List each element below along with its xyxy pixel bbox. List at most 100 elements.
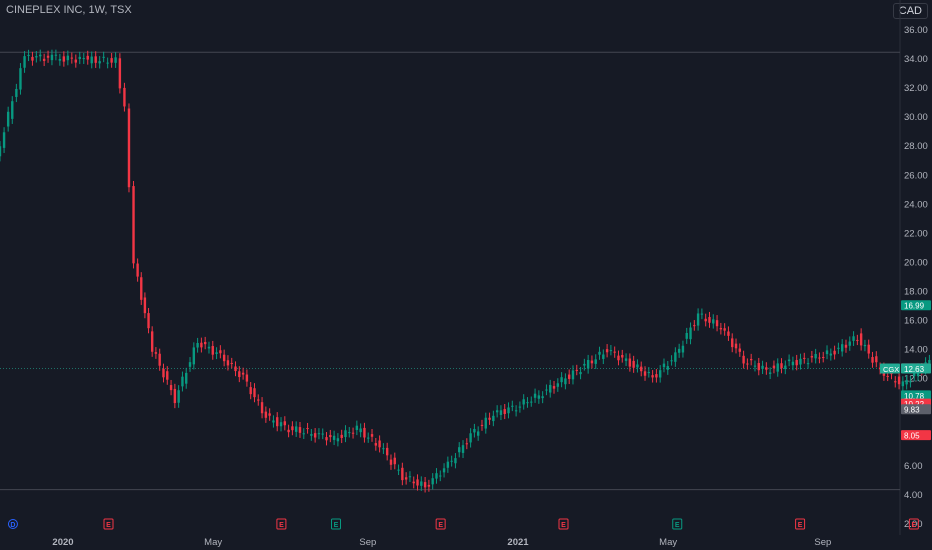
candle-body (522, 399, 525, 405)
candle-body (367, 437, 370, 439)
y-tick-label: 26.00 (904, 170, 928, 181)
earnings-marker (672, 518, 683, 530)
candle-body (685, 332, 688, 339)
candle-body (207, 346, 211, 349)
candle-body (757, 363, 760, 371)
candle-body (238, 371, 241, 378)
candle-body (344, 430, 347, 438)
candle-body (35, 56, 38, 58)
y-tick-label: 24.00 (904, 199, 928, 210)
candle-body (166, 371, 169, 380)
candle-body (313, 433, 317, 438)
candle-body (530, 401, 533, 403)
y-tick-label: 30.00 (904, 112, 928, 123)
event-label: E (561, 522, 566, 529)
event-label: E (675, 522, 680, 529)
candle-body (632, 360, 635, 368)
y-tick-label: 18.00 (904, 287, 928, 298)
candle-body (325, 437, 328, 441)
candle-body (575, 369, 578, 371)
candle-body (537, 395, 541, 399)
candle-body (772, 365, 776, 369)
candle-body (27, 54, 30, 56)
candle-body (894, 381, 897, 383)
currency-badge[interactable]: CAD (892, 3, 928, 19)
price-label-box (901, 300, 931, 311)
candle-body (753, 365, 757, 367)
candle-body (219, 350, 222, 354)
candle-body (0, 146, 2, 157)
earnings-marker (331, 518, 341, 530)
candle-body (734, 343, 738, 349)
candle-body (302, 433, 305, 435)
event-label: E (106, 522, 111, 529)
candle-body (272, 420, 275, 423)
candle-body (647, 372, 651, 374)
x-tick-label: Sep (359, 537, 376, 548)
candle-body (404, 477, 408, 480)
candle-body (393, 457, 396, 465)
candle-body (39, 54, 42, 57)
candle-body (499, 410, 503, 415)
candle-body (442, 468, 446, 473)
candle-body (852, 336, 855, 341)
candle-body (351, 432, 355, 434)
candle-body (897, 376, 901, 385)
candle-body (431, 478, 434, 485)
candle-body (461, 445, 465, 453)
candle-body (564, 378, 567, 385)
candle-body (643, 371, 647, 376)
candle-body (15, 88, 18, 97)
candle-body (681, 345, 685, 353)
candle-body (746, 363, 749, 365)
candle-body (776, 363, 779, 372)
candle-body (583, 363, 586, 366)
candle-body (332, 435, 336, 440)
candle-body (66, 55, 70, 61)
candle-body (140, 277, 143, 300)
candle-body (655, 374, 658, 378)
candle-body (162, 368, 165, 378)
event-label: E (912, 522, 917, 529)
candle-body (795, 360, 798, 366)
candle-body (715, 320, 719, 327)
earnings-marker (435, 518, 446, 530)
candle-body (605, 349, 609, 353)
candle-body (768, 372, 772, 374)
event-label: E (798, 522, 803, 529)
candle-body (110, 58, 113, 63)
candle-body (787, 359, 791, 362)
candle-body (670, 360, 673, 362)
candle-body (731, 338, 734, 348)
candle-body (666, 366, 669, 370)
candle-body (6, 111, 10, 127)
candle-body (586, 360, 590, 369)
candle-body (810, 356, 814, 358)
candle-body (310, 434, 313, 436)
candle-body (871, 357, 874, 363)
candle-body (928, 360, 931, 366)
price-label: 8.05 (904, 432, 920, 441)
candle-body (450, 460, 453, 462)
candle-body (329, 435, 332, 438)
candle-body (458, 447, 461, 453)
candle-body (723, 328, 726, 331)
price-label: 16.99 (904, 302, 925, 311)
candle-body (454, 458, 457, 464)
candle-body (549, 384, 552, 393)
candle-body (54, 54, 58, 56)
candle-body (283, 421, 287, 426)
candle-body (106, 62, 109, 64)
candle-body (181, 376, 184, 387)
candle-body (465, 443, 469, 445)
candle-body (533, 393, 537, 398)
candle-body (363, 427, 366, 438)
candle-body (385, 447, 389, 456)
candle-body (321, 433, 324, 435)
candle-body (844, 344, 848, 348)
candle-body (446, 461, 450, 468)
candle-body (31, 56, 34, 61)
symbol-title: CINEPLEX INC, 1W, TSX (6, 4, 132, 16)
candle-body (712, 319, 715, 324)
